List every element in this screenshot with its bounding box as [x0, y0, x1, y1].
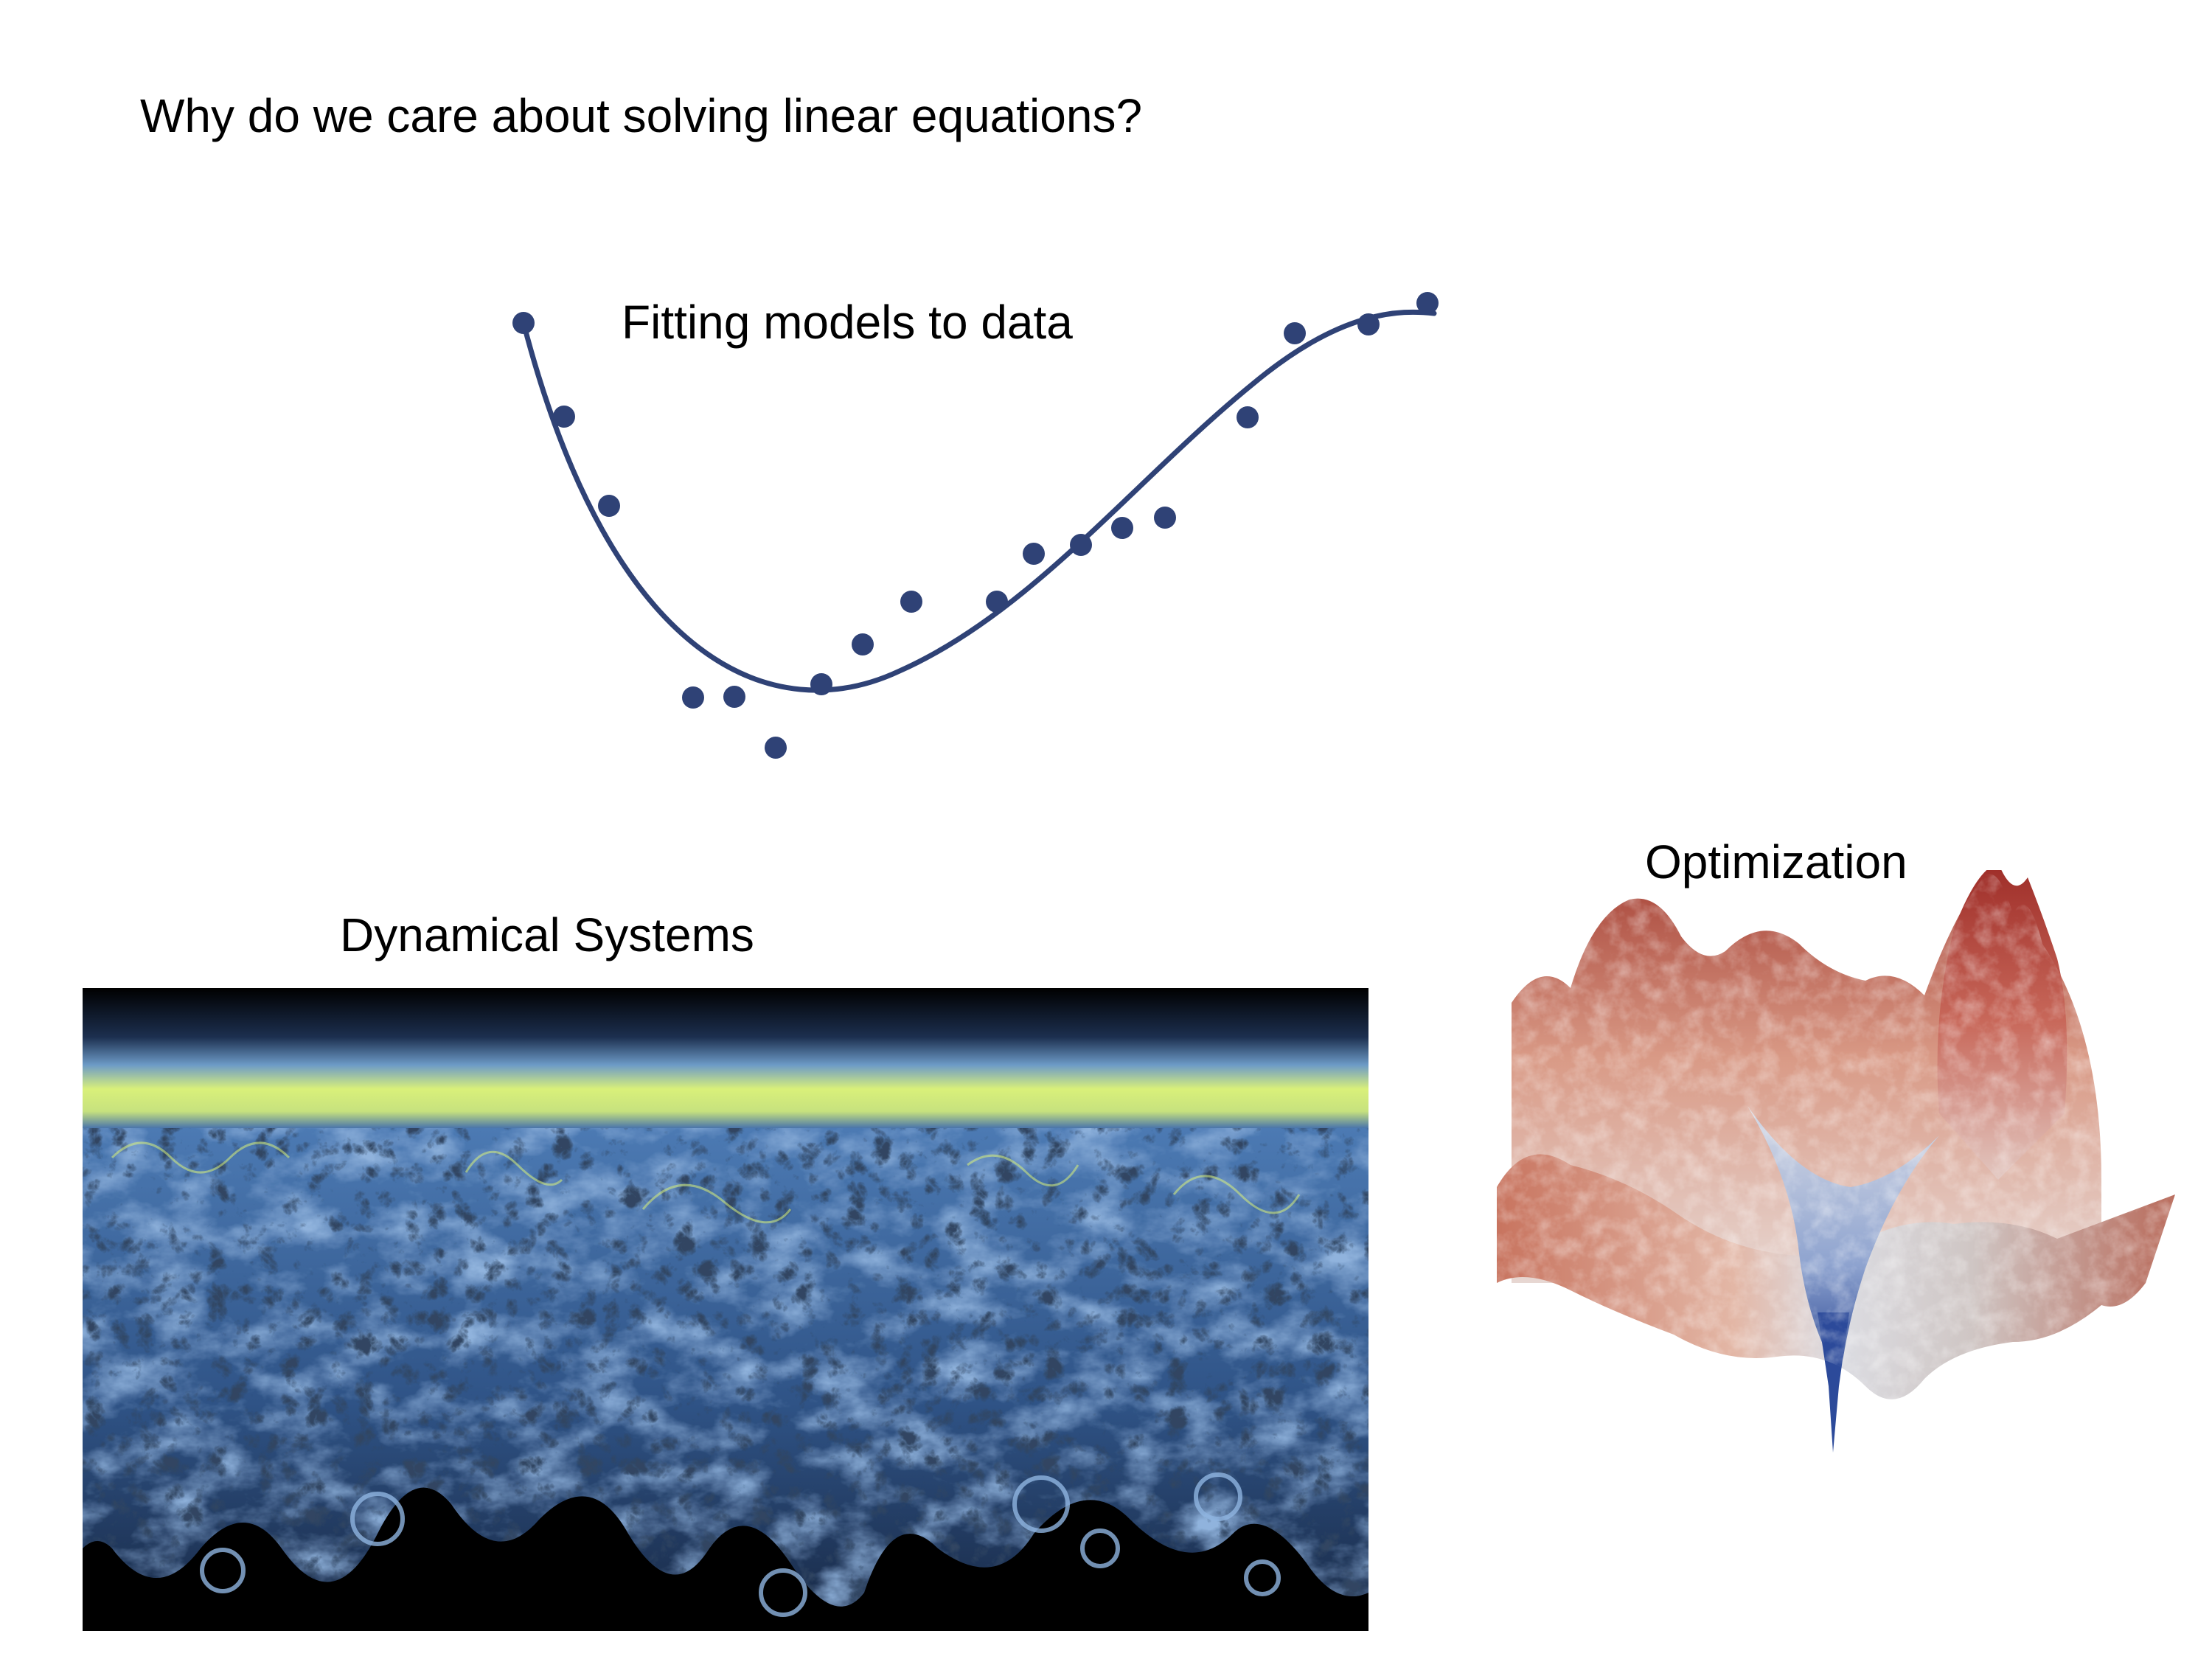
- data-point-icon: [900, 591, 922, 613]
- loss-landscape-image: [1482, 870, 2190, 1475]
- data-point-icon: [1357, 313, 1380, 335]
- fitting-label: Fitting models to data: [622, 296, 1073, 349]
- data-point-icon: [1023, 543, 1045, 565]
- dynamical-systems-label: Dynamical Systems: [340, 908, 754, 961]
- data-point-icon: [852, 633, 874, 655]
- fitted-curve-icon: [521, 309, 1437, 693]
- data-point-icon: [810, 673, 832, 695]
- data-point-icon: [1284, 322, 1306, 344]
- data-point-icon: [598, 495, 620, 517]
- data-point-icon: [1111, 517, 1133, 539]
- data-point-icon: [682, 686, 704, 709]
- data-point-icon: [1070, 534, 1092, 556]
- optimization-label: Optimization: [1645, 835, 1907, 888]
- data-point-icon: [1154, 507, 1176, 529]
- data-point-icon: [1416, 292, 1439, 314]
- slide-title: Why do we care about solving linear equa…: [140, 89, 1143, 142]
- turbulence-simulation-image: [83, 988, 1368, 1631]
- data-point-icon: [512, 312, 535, 334]
- data-point-icon: [723, 686, 745, 708]
- data-point-icon: [765, 737, 787, 759]
- data-point-icon: [986, 591, 1008, 613]
- data-points: [512, 292, 1439, 759]
- data-point-icon: [553, 406, 575, 428]
- data-point-icon: [1237, 406, 1259, 428]
